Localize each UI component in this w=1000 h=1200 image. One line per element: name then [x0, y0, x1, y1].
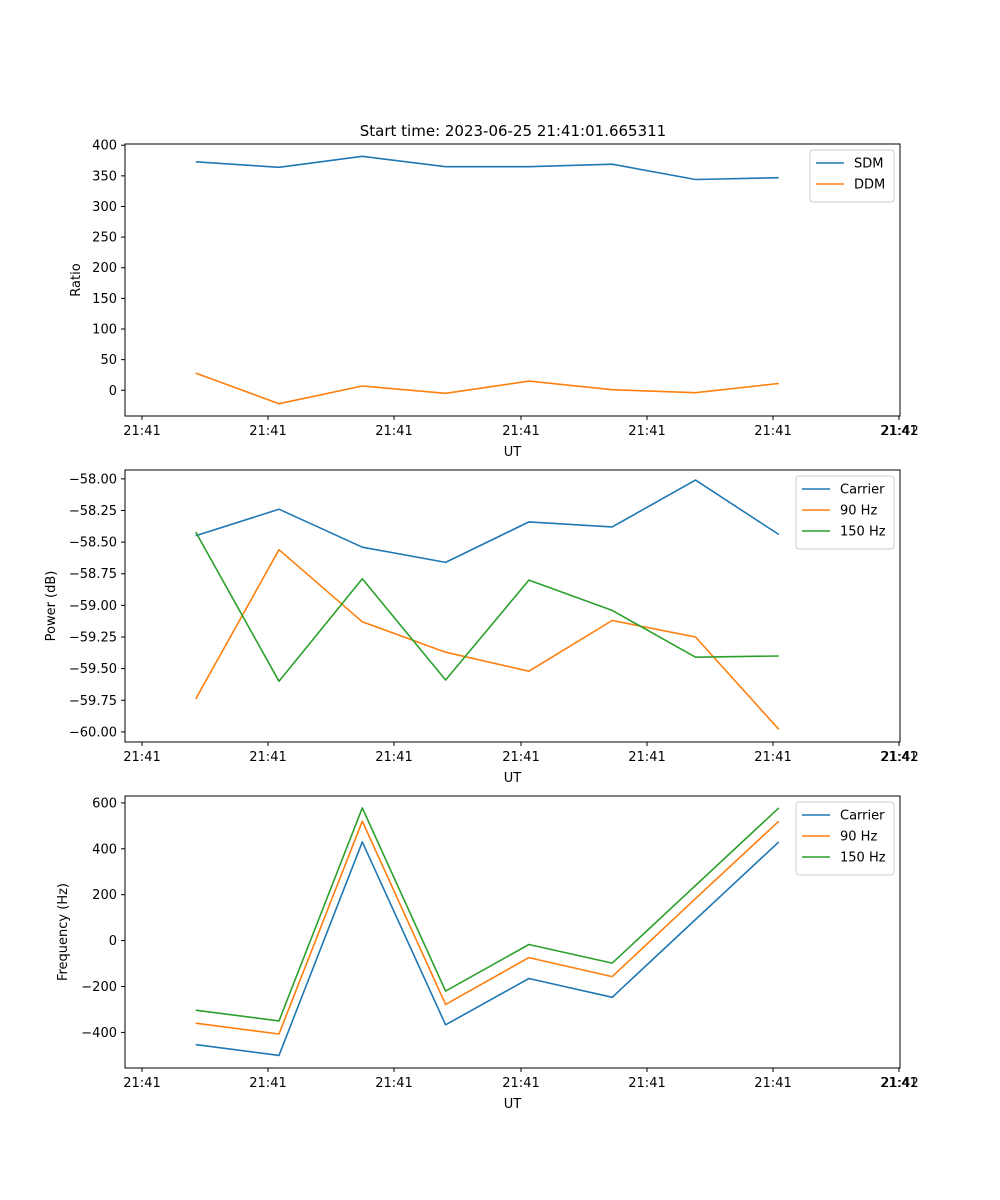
chart-2-xtick-label: 21:41: [123, 750, 160, 765]
chart-2-xtick-label: 21:41: [880, 750, 917, 765]
chart-3-xtick-label: 21:41: [123, 1076, 160, 1091]
chart-2-legend-label: 150 Hz: [840, 525, 886, 540]
chart-3-axes-frame: [124, 795, 901, 1069]
chart-2-xtick-label: 21:41: [249, 750, 286, 765]
chart-3-legend-label: 150 Hz: [840, 851, 886, 866]
chart-1-legend-label: DDM: [854, 178, 885, 193]
chart-2-axes-frame: [124, 469, 901, 743]
chart-2-ytick-label: −59.00: [69, 599, 117, 614]
chart-2-ytick-label: −58.25: [69, 504, 117, 519]
chart-1-axes-frame: [124, 143, 901, 417]
chart-3-xtick-label: 21:41: [375, 1076, 412, 1091]
chart-1-ytick-label: 200: [92, 261, 117, 276]
figure-title: Start time: 2023-06-25 21:41:01.665311: [360, 122, 666, 140]
chart-2-ytick-label: −60.00: [69, 725, 117, 740]
chart-1-xtick-label: 21:41: [628, 424, 665, 439]
chart-3-series-carrier-line: [195, 841, 780, 1057]
chart-1-ytick-label: 100: [92, 323, 117, 338]
chart-3-ytick-label: 600: [92, 796, 117, 811]
chart-3-xtick-label: 21:42: [881, 1076, 918, 1091]
chart-1-ylabel: Ratio: [69, 263, 84, 296]
chart-2-xtick-label: 21:41: [754, 750, 791, 765]
chart-3-ytick-label: −200: [81, 980, 117, 995]
chart-3-xtick-label: 21:41: [502, 1076, 539, 1091]
chart-3-ytick-label: −400: [81, 1026, 117, 1041]
chart-1-series-ddm-line: [195, 372, 779, 405]
chart-1-ytick-label: 300: [92, 200, 117, 215]
chart-2-xtick-label: 21:41: [502, 750, 539, 765]
chart-2-xlabel: UT: [504, 771, 522, 786]
chart-1-xtick-label: 21:41: [754, 424, 791, 439]
chart-3-xlabel: UT: [504, 1097, 522, 1112]
chart-1-ytick-label: 400: [92, 139, 117, 154]
chart-2-series-90-hz-line: [195, 548, 780, 730]
chart-3-ytick-label: 0: [109, 934, 117, 949]
chart-2-legend-label: 90 Hz: [840, 504, 877, 519]
chart-1-ytick-label: 250: [92, 231, 117, 246]
chart-3-xtick-label: 21:41: [249, 1076, 286, 1091]
chart-3-xtick-label: 21:41: [628, 1076, 665, 1091]
chart-3-xtick-label: 21:41: [880, 1076, 917, 1091]
chart-1-xtick-label: 21:41: [249, 424, 286, 439]
chart-1-xtick-label: 21:41: [123, 424, 160, 439]
chart-3-series-150-hz-line: [195, 807, 780, 1022]
chart-2-ytick-label: −58.50: [69, 536, 117, 551]
chart-3-ytick-label: 200: [92, 888, 117, 903]
chart-1-series-sdm-line: [195, 155, 779, 181]
chart-3-xtick-label: 21:41: [754, 1076, 791, 1091]
chart-1-xtick-label: 21:41: [375, 424, 412, 439]
chart-2-legend-label: Carrier: [840, 483, 885, 498]
chart-2-xtick-label: 21:42: [881, 750, 918, 765]
chart-1-xtick-label: 21:42: [881, 424, 918, 439]
chart-1-xtick-label: 21:41: [502, 424, 539, 439]
chart-1-legend-label: SDM: [854, 157, 883, 172]
chart-2-ylabel: Power (dB): [44, 571, 59, 642]
chart-2-ytick-label: −59.25: [69, 630, 117, 645]
chart-2-ytick-label: −58.00: [69, 472, 117, 487]
chart-2-ytick-label: −59.50: [69, 662, 117, 677]
chart-3-ytick-label: 400: [92, 842, 117, 857]
chart-2-xtick-label: 21:41: [628, 750, 665, 765]
chart-3-ylabel: Frequency (Hz): [56, 883, 71, 981]
chart-3-legend-label: 90 Hz: [840, 830, 877, 845]
chart-2-ytick-label: −59.75: [69, 694, 117, 709]
chart-2-ytick-label: −58.75: [69, 567, 117, 582]
chart-1-ytick-label: 150: [92, 292, 117, 307]
chart-3-series-90-hz-line: [195, 820, 780, 1035]
chart-2-series-carrier-line: [195, 479, 780, 564]
chart-1-xlabel: UT: [504, 445, 522, 460]
chart-1-ytick-label: 50: [100, 353, 117, 368]
chart-2-series-150-hz-line: [195, 531, 779, 683]
chart-1-xtick-label: 21:41: [880, 424, 917, 439]
chart-1-ytick-label: 0: [109, 384, 117, 399]
chart-2-xtick-label: 21:41: [375, 750, 412, 765]
chart-1-ytick-label: 350: [92, 169, 117, 184]
chart-3-legend-label: Carrier: [840, 809, 885, 824]
